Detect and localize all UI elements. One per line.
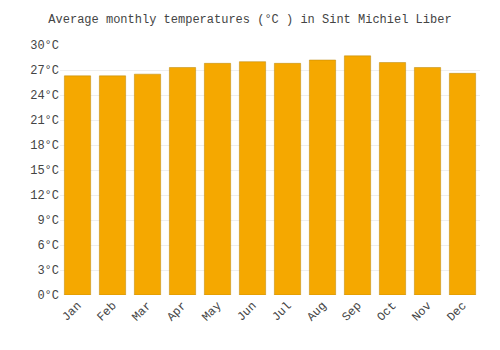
svg-text:15°C: 15°C: [30, 164, 59, 178]
svg-text:12°C: 12°C: [30, 189, 59, 203]
svg-text:18°C: 18°C: [30, 139, 59, 153]
svg-text:Jun: Jun: [234, 299, 259, 324]
svg-text:Average monthly temperatures (: Average monthly temperatures (°C ) in Si…: [48, 13, 451, 27]
svg-text:Mar: Mar: [129, 299, 154, 324]
svg-text:27°C: 27°C: [30, 64, 59, 78]
svg-text:Feb: Feb: [94, 299, 119, 324]
svg-text:Nov: Nov: [409, 299, 434, 324]
svg-text:Jan: Jan: [59, 299, 84, 324]
svg-text:Jul: Jul: [269, 299, 294, 324]
svg-text:30°C: 30°C: [30, 39, 59, 53]
svg-text:Dec: Dec: [444, 299, 469, 324]
svg-text:3°C: 3°C: [37, 264, 59, 278]
svg-text:May: May: [199, 299, 224, 324]
svg-text:Aug: Aug: [304, 299, 329, 324]
svg-text:6°C: 6°C: [37, 239, 59, 253]
svg-text:24°C: 24°C: [30, 89, 59, 103]
svg-text:0°C: 0°C: [37, 289, 59, 303]
svg-text:21°C: 21°C: [30, 114, 59, 128]
svg-text:Apr: Apr: [164, 299, 189, 324]
svg-text:Sep: Sep: [339, 299, 364, 324]
svg-text:Oct: Oct: [374, 299, 399, 324]
svg-text:9°C: 9°C: [37, 214, 59, 228]
